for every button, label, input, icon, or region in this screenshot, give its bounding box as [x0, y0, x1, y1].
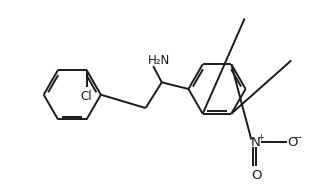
Text: H₂N: H₂N: [147, 54, 170, 67]
Text: Cl: Cl: [81, 90, 92, 103]
Text: O: O: [287, 136, 297, 149]
Text: −: −: [294, 132, 302, 143]
Text: +: +: [257, 133, 264, 142]
Text: O: O: [251, 169, 261, 182]
Text: N: N: [251, 136, 261, 149]
